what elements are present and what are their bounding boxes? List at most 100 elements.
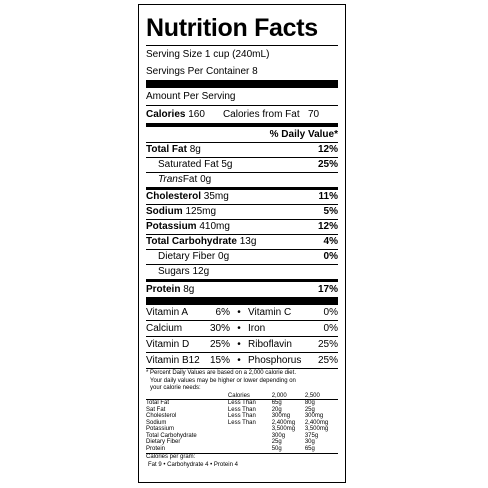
vitamin-percent: 6% (215, 307, 230, 318)
table-row: Potassium 3,500mg 3,500mg (146, 426, 338, 433)
vitamin-percent: 0% (323, 323, 338, 334)
footnote-line-3: your calorie needs: (150, 385, 201, 391)
amount-per-serving: Amount Per Serving (146, 88, 338, 106)
table-cell: Total Fat (146, 399, 218, 407)
table-row: Cholesterol Less Than 300mg 300mg (146, 413, 338, 420)
vitamin-percent: 0% (323, 307, 338, 318)
dv-header: % Daily Value* (269, 129, 338, 140)
vitamin-name: Vitamin A (146, 307, 189, 318)
protein-label: Protein (146, 284, 181, 295)
vitamin-name: Riboflavin (248, 339, 292, 350)
sodium-value: 125mg (185, 206, 217, 217)
trans-fat-value: 0g (200, 174, 212, 185)
table-cell: 3,500mg (271, 426, 296, 432)
vitamins-section: Vitamin A 6% • Vitamin C 0% Calcium 30% • Iron 0%… (146, 305, 338, 369)
total-carb-row: Total Carbohydrate 13g 4% (146, 235, 338, 250)
table-cell: 65g (271, 399, 305, 407)
vitamin-name: Vitamin D (146, 339, 190, 350)
calories-row: Calories 160 Calories from Fat 70 (146, 106, 338, 127)
label-title: Nutrition Facts (146, 15, 338, 46)
fiber-label: Dietary Fiber (158, 251, 216, 262)
calories-per-gram-label: Calories per gram: (146, 454, 196, 460)
trans-fat-row: Trans Fat 0g (146, 173, 338, 190)
total-fat-row: Total Fat 8g 12% (146, 143, 338, 158)
nutrition-label: Nutrition Facts Serving Size 1 cup (240m… (138, 4, 346, 483)
bullet: • (237, 323, 241, 334)
table-cell: Less Than (217, 399, 272, 407)
vitamin-percent: 15% (209, 355, 230, 366)
total-fat-value: 8g (189, 144, 201, 155)
table-cell: 300mg (304, 413, 324, 419)
cholesterol-dv: 11% (318, 191, 338, 202)
table-cell: Protein (146, 445, 166, 452)
daily-values-table: Calories 2,000 2,500 Total Fat Less Than 65g 8… (146, 393, 338, 453)
saturated-fat-value: 5g (221, 159, 233, 170)
table-cell: 2,400mg (271, 419, 296, 426)
calories-label: Calories (146, 109, 186, 120)
potassium-dv: 12% (317, 221, 338, 232)
vitamin-name: Phosphorus (248, 355, 302, 366)
servings-per-container: Servings Per Container 8 (146, 64, 338, 88)
vitamin-name: Vitamin C (248, 307, 292, 318)
table-cell: Less Than (227, 406, 256, 413)
vitamin-name: Calcium (146, 323, 183, 334)
vitamin-name: Vitamin B12 (146, 355, 200, 366)
table-header-row: Calories 2,000 2,500 (146, 393, 338, 400)
serving-size: Serving Size 1 cup (240mL) (146, 49, 270, 60)
sodium-dv: 5% (323, 206, 338, 217)
fiber-row: Dietary Fiber 0g 0% (146, 250, 338, 265)
table-cell: Less Than (227, 419, 256, 426)
table-cell: 300g (271, 432, 286, 439)
table-row: Total Fat Less Than 65g 80g (146, 399, 338, 407)
vitamin-percent: 25% (209, 339, 230, 350)
table-cell: 25g (271, 439, 282, 445)
potassium-row: Potassium 410mg 12% (146, 220, 338, 235)
sodium-label: Sodium (146, 206, 183, 217)
vitamin-percent: 25% (317, 355, 338, 366)
sodium-row: Sodium 125mg 5% (146, 205, 338, 220)
vitamin-row: Calcium 30% • Iron 0% (146, 321, 338, 337)
table-cell: Sat Fat (146, 406, 166, 413)
table-row: Dietary Fiber 25g 30g (146, 439, 338, 446)
bullet: • (237, 339, 241, 350)
protein-value: 8g (183, 284, 195, 295)
table-row: Sat Fat Less Than 20g 25g (146, 407, 338, 414)
table-cell: Sodium (146, 419, 167, 426)
dv-header-row: % Daily Value* (146, 127, 338, 143)
calories-per-gram: Calories per gram: Fat 9 • Carbohydrate … (146, 453, 338, 469)
table-cell: 2,400mg (304, 419, 329, 426)
sugars-value: 12g (192, 266, 210, 277)
table-cell: 80g (304, 399, 338, 407)
table-cell: Cholesterol (146, 413, 177, 419)
protein-row: Protein 8g 17% (146, 282, 338, 305)
trans-fat-label-italic: Trans (158, 174, 183, 185)
saturated-fat-label: Saturated Fat (158, 159, 219, 170)
table-cell: 65g (304, 445, 315, 452)
calories-fat-value: 70 (307, 109, 320, 120)
table-cell: Less Than (227, 413, 256, 419)
footnote: * Percent Daily Values are based on a 2,… (146, 370, 338, 393)
table-header-cell (146, 393, 218, 400)
bullet: • (237, 355, 241, 366)
total-carb-label: Total Carbohydrate (146, 236, 237, 247)
vitamin-row: Vitamin A 6% • Vitamin C 0% (146, 305, 338, 321)
table-row: Protein 50g 65g (146, 446, 338, 453)
protein-dv: 17% (317, 284, 338, 295)
table-cell (218, 446, 272, 453)
sugars-label: Sugars (158, 266, 190, 277)
table-header-cell: 2,500 (304, 392, 320, 399)
potassium-value: 410mg (199, 221, 230, 232)
table-row: Sodium Less Than 2,400mg 2,400mg (146, 420, 338, 427)
table-cell: 3,500mg (304, 426, 329, 432)
table-cell: 25g (304, 406, 315, 413)
fiber-value: 0g (218, 251, 230, 262)
fiber-dv: 0% (323, 251, 338, 262)
potassium-label: Potassium (146, 221, 197, 232)
total-fat-label: Total Fat (146, 144, 187, 155)
table-cell: 20g (271, 406, 282, 413)
cholesterol-value: 35mg (203, 191, 229, 202)
table-row: Total Carbohydrate 300g 375g (146, 433, 338, 440)
cholesterol-label: Cholesterol (146, 191, 202, 202)
footnote-line-1: * Percent Daily Values are based on a 2,… (146, 370, 296, 376)
vitamin-name: Iron (248, 323, 266, 334)
